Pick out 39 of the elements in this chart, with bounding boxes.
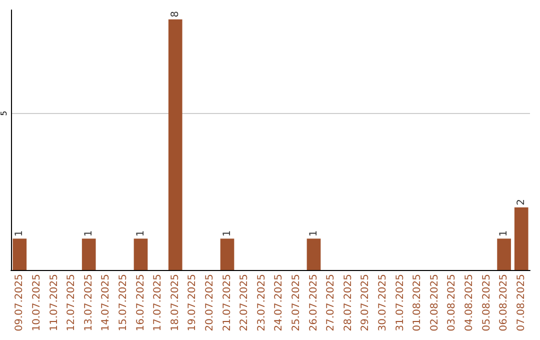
x-tick-label: 16.07.2025 — [135, 274, 146, 332]
x-tick-label: 02.08.2025 — [429, 274, 440, 332]
x-tick-label: 04.08.2025 — [464, 274, 475, 332]
x-tick-label: 11.07.2025 — [48, 274, 60, 332]
x-tick-label: 24.07.2025 — [274, 274, 285, 332]
x-tick-label: 30.07.2025 — [377, 274, 388, 332]
x-tick-label: 01.08.2025 — [412, 274, 424, 332]
data-label: 1 — [308, 230, 320, 237]
data-label: 2 — [516, 198, 527, 206]
x-tick-label: 12.07.2025 — [66, 274, 78, 332]
x-tick-label: 19.07.2025 — [187, 274, 198, 332]
x-tick-label: 07.08.2025 — [516, 274, 527, 332]
data-label: 1 — [14, 230, 26, 237]
x-tick-label: 21.07.2025 — [222, 274, 233, 332]
x-tick-label: 18.07.2025 — [170, 274, 181, 332]
x-tick-label: 27.07.2025 — [326, 274, 337, 332]
x-tick-label: 05.08.2025 — [481, 274, 492, 332]
data-label: 8 — [170, 11, 181, 18]
x-tick-label: 31.07.2025 — [394, 274, 406, 332]
x-tick-label: 17.07.2025 — [152, 274, 164, 332]
x-tick-label: 14.07.2025 — [100, 274, 112, 332]
data-label: 1 — [83, 230, 94, 237]
data-label: 1 — [222, 230, 233, 237]
x-tick-label: 06.08.2025 — [498, 274, 510, 332]
x-tick-label: 03.08.2025 — [446, 274, 458, 332]
x-tick-label: 29.07.2025 — [360, 274, 372, 332]
y-tick-label: 5 — [0, 110, 8, 116]
x-tick-label: 20.07.2025 — [204, 274, 216, 332]
x-tick-label: 09.07.2025 — [14, 274, 26, 332]
x-tick-label: 28.07.2025 — [342, 274, 354, 332]
data-label: 1 — [498, 230, 510, 237]
x-tick-label: 26.07.2025 — [308, 274, 320, 332]
x-tick-label: 10.07.2025 — [31, 274, 42, 332]
data-label: 1 — [135, 230, 146, 237]
x-tick-label: 22.07.2025 — [239, 274, 250, 332]
x-tick-label: 15.07.2025 — [118, 274, 129, 332]
x-tick-label: 13.07.2025 — [83, 274, 94, 332]
x-tick-label: 23.07.2025 — [256, 274, 268, 332]
x-tick-label: 25.07.2025 — [290, 274, 302, 332]
